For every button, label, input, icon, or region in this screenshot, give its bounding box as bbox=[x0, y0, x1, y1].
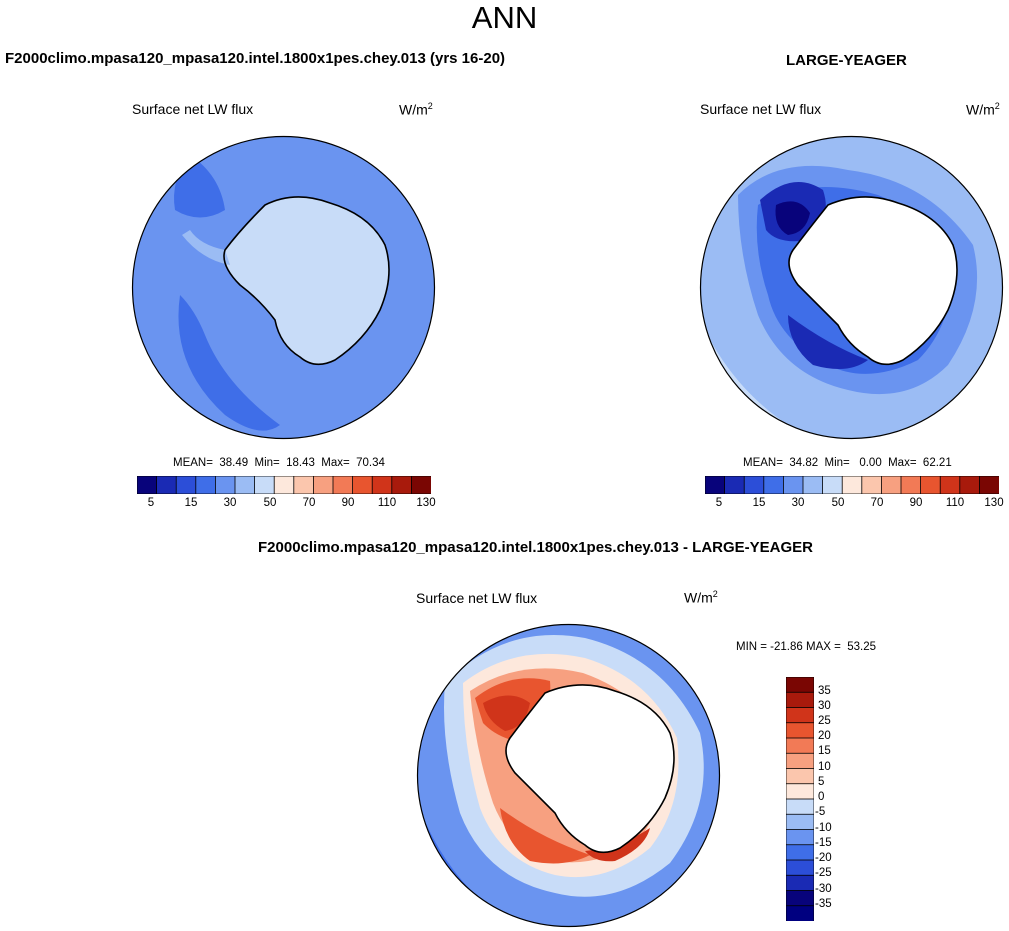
cb3-tick: -25 bbox=[815, 867, 832, 879]
cb1-tick: 90 bbox=[341, 497, 355, 509]
colorbar-swatch bbox=[786, 905, 814, 921]
colorbar-swatch bbox=[786, 874, 814, 892]
colorbar-swatch bbox=[743, 476, 765, 494]
colorbar-swatch bbox=[786, 752, 814, 770]
cb3-tick: 0 bbox=[818, 791, 825, 803]
colorbar-swatch bbox=[786, 813, 814, 831]
cb3-tick: -15 bbox=[815, 837, 832, 849]
colorbar-swatch bbox=[802, 476, 824, 494]
colorbar-swatch bbox=[959, 476, 981, 494]
cb3-tick: -10 bbox=[815, 822, 832, 834]
colorbar-swatch bbox=[195, 476, 217, 494]
cb2-tick: 30 bbox=[791, 497, 805, 509]
cb3-tick: -5 bbox=[815, 806, 826, 818]
colorbar-swatch bbox=[861, 476, 883, 494]
colorbar-swatch bbox=[786, 890, 814, 907]
colorbar-swatch bbox=[786, 707, 814, 724]
cb2-tick: 130 bbox=[984, 497, 1004, 509]
colorbar-swatch bbox=[786, 798, 814, 816]
panel-1-stats: MEAN= 38.49 Min= 18.43 Max= 70.34 bbox=[173, 457, 385, 469]
colorbar-swatch bbox=[234, 476, 256, 494]
colorbar-swatch bbox=[783, 476, 804, 494]
cb1-tick: 5 bbox=[147, 497, 155, 509]
figure-title: ANN bbox=[471, 0, 538, 35]
colorbar-swatch bbox=[371, 476, 393, 494]
colorbar-swatch bbox=[786, 722, 814, 739]
colorbar-swatch bbox=[920, 476, 942, 494]
panel-1-colorbar bbox=[137, 476, 431, 494]
panel-2-variable: Surface net LW flux bbox=[700, 101, 822, 117]
cb1-tick: 30 bbox=[223, 497, 237, 509]
colorbar-swatch bbox=[939, 476, 961, 494]
cb2-tick: 110 bbox=[945, 497, 965, 509]
colorbar-swatch bbox=[822, 476, 844, 494]
cb2-tick: 5 bbox=[715, 497, 723, 509]
panel-1-title: F2000climo.mpasa120_mpasa120.intel.1800x… bbox=[5, 50, 506, 67]
colorbar-swatch bbox=[900, 476, 922, 494]
colorbar-swatch bbox=[724, 476, 746, 494]
cb3-tick: -30 bbox=[815, 883, 832, 895]
cb2-tick: 70 bbox=[870, 497, 884, 509]
colorbar-swatch bbox=[763, 476, 785, 494]
colorbar-swatch bbox=[786, 768, 814, 785]
colorbar-swatch bbox=[312, 476, 334, 494]
panel-2-map bbox=[699, 135, 1004, 440]
colorbar-swatch bbox=[786, 737, 814, 755]
cb1-tick: 50 bbox=[263, 497, 277, 509]
panel-3-colorbar bbox=[786, 677, 814, 921]
colorbar-swatch bbox=[705, 476, 726, 494]
cb3-tick: -20 bbox=[815, 852, 832, 864]
cb2-tick: 15 bbox=[752, 497, 766, 509]
cb3-tick: 35 bbox=[818, 685, 831, 697]
panel-3-variable: Surface net LW flux bbox=[416, 590, 538, 606]
cb3-tick: 15 bbox=[818, 745, 831, 757]
colorbar-swatch bbox=[880, 476, 902, 494]
colorbar-swatch bbox=[978, 476, 999, 494]
colorbar-swatch bbox=[215, 476, 236, 494]
cb2-tick: 50 bbox=[831, 497, 845, 509]
cb1-tick: 15 bbox=[184, 497, 198, 509]
colorbar-swatch bbox=[332, 476, 354, 494]
colorbar-swatch bbox=[352, 476, 374, 494]
cb3-tick: 30 bbox=[818, 700, 831, 712]
panel-3-stats: MIN = -21.86 MAX = 53.25 bbox=[736, 641, 876, 653]
panel-2-stats: MEAN= 34.82 Min= 0.00 Max= 62.21 bbox=[743, 457, 952, 469]
panel-2-colorbar bbox=[705, 476, 999, 494]
colorbar-swatch bbox=[156, 476, 178, 494]
cb3-tick: 10 bbox=[818, 761, 831, 773]
panel-2-title: LARGE-YEAGER bbox=[786, 52, 907, 69]
colorbar-swatch bbox=[786, 783, 814, 800]
colorbar-swatch bbox=[786, 829, 814, 846]
cb2-tick: 90 bbox=[909, 497, 923, 509]
panel-2-colorbar-ticks: 5 15 30 50 70 90 110 130 bbox=[705, 497, 1004, 513]
colorbar-swatch bbox=[786, 677, 814, 694]
panel-1-variable: Surface net LW flux bbox=[132, 101, 254, 117]
panel-3-title: F2000climo.mpasa120_mpasa120.intel.1800x… bbox=[258, 539, 814, 556]
cb3-tick: 5 bbox=[818, 776, 825, 788]
colorbar-swatch bbox=[786, 691, 814, 709]
cb3-tick: 20 bbox=[818, 730, 831, 742]
colorbar-swatch bbox=[293, 476, 315, 494]
colorbar-swatch bbox=[410, 476, 431, 494]
colorbar-swatch bbox=[391, 476, 413, 494]
colorbar-swatch bbox=[175, 476, 197, 494]
panel-2-units: W/m2 bbox=[966, 101, 1000, 118]
colorbar-swatch bbox=[273, 476, 295, 494]
cb1-tick: 130 bbox=[416, 497, 436, 509]
colorbar-swatch bbox=[841, 476, 863, 494]
panel-3-map bbox=[416, 623, 721, 928]
cb1-tick: 70 bbox=[302, 497, 316, 509]
colorbar-swatch bbox=[137, 476, 158, 494]
panel-1-colorbar-ticks: 5 15 30 50 70 90 110 130 bbox=[137, 497, 436, 513]
panel-3-colorbar-ticks: 35 30 25 20 15 10 5 0 -5 -10 -15 -20 -25… bbox=[815, 677, 878, 927]
panel-1-map bbox=[131, 135, 436, 440]
panel-1-units: W/m2 bbox=[399, 101, 433, 118]
cb3-tick: 25 bbox=[818, 715, 831, 727]
colorbar-swatch bbox=[786, 859, 814, 877]
cb1-tick: 110 bbox=[377, 497, 397, 509]
panel-3-units: W/m2 bbox=[684, 589, 718, 606]
colorbar-swatch bbox=[254, 476, 276, 494]
colorbar-swatch bbox=[786, 844, 814, 861]
cb3-tick: -35 bbox=[815, 898, 832, 910]
